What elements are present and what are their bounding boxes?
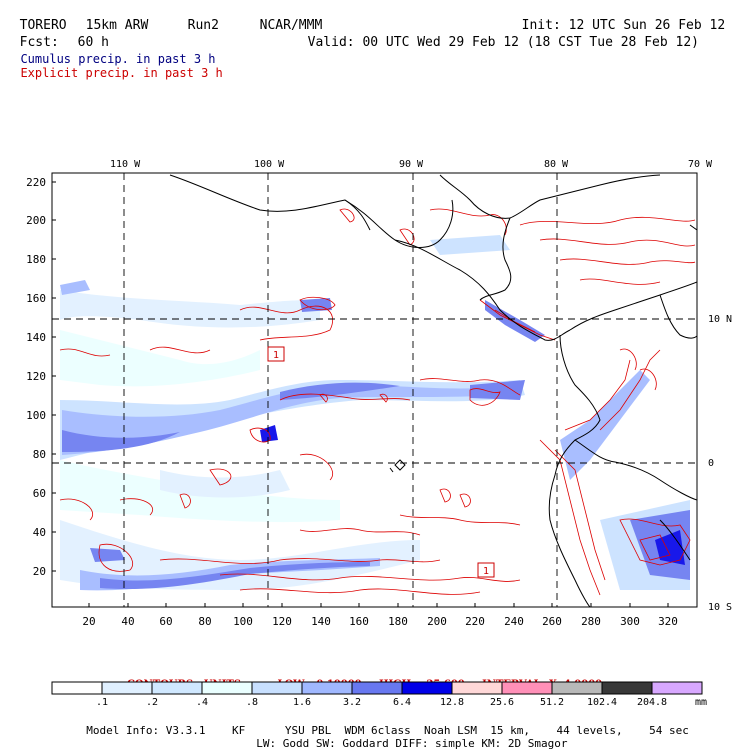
x-tick-label: 140 xyxy=(311,615,331,628)
explicit-precip-contours xyxy=(59,208,696,596)
colorbar-cell xyxy=(351,681,403,695)
colorbar-cell xyxy=(601,681,653,695)
x-tick-label: 100 xyxy=(233,615,253,628)
right-lat-labels: 10 N 0 10 S xyxy=(708,314,732,613)
colorbar-cell xyxy=(201,681,253,695)
y-tick-label: 160 xyxy=(26,292,46,305)
y-tick-label: 80 xyxy=(33,448,46,461)
x-tick-labels: 20 40 60 80 100 120 140 160 180 200 220 … xyxy=(82,615,678,628)
y-tick-label: 220 xyxy=(26,176,46,189)
x-tick-label: 240 xyxy=(504,615,524,628)
x-tick-label: 220 xyxy=(465,615,485,628)
colorbar-cell xyxy=(251,681,303,695)
colorbar-tick-label: .8 xyxy=(245,697,259,708)
colorbar-cell xyxy=(651,681,703,695)
footer-model-info: Model Info: V3.3.1 KF YSU PBL WDM 6class… xyxy=(86,724,689,737)
header-init: Init: 12 UTC Sun 26 Feb 12 xyxy=(521,18,726,33)
colorbar xyxy=(51,681,703,695)
colorbar-tick-label: 204.8 xyxy=(636,697,668,708)
legend-cumulus: Cumulus precip. in past 3 h xyxy=(20,52,216,66)
colorbar-tick-label: 12.8 xyxy=(439,697,465,708)
colorbar-cell xyxy=(101,681,153,695)
x-tick-label: 20 xyxy=(82,615,95,628)
lat-label-10n: 10 N xyxy=(708,314,732,325)
lat-label-0: 0 xyxy=(708,458,714,469)
y-tick-label: 180 xyxy=(26,253,46,266)
y-tick-label: 20 xyxy=(33,565,46,578)
colorbar-tick-label: 25.6 xyxy=(489,697,515,708)
x-tick-label: 320 xyxy=(658,615,678,628)
header-run: Run2 xyxy=(187,18,219,33)
header-fcst-value: 60 h xyxy=(77,35,109,50)
y-tick-label: 100 xyxy=(26,409,46,422)
colorbar-tick-label: .2 xyxy=(145,697,159,708)
colorbar-cell xyxy=(51,681,103,695)
colorbar-tick-label: 102.4 xyxy=(586,697,618,708)
map-frame xyxy=(51,172,698,608)
header-valid: Valid: 00 UTC Wed 29 Feb 12 (18 CST Tue … xyxy=(307,35,699,50)
x-tick-label: 180 xyxy=(388,615,408,628)
colorbar-tick-label: 6.4 xyxy=(392,697,412,708)
y-tick-labels: 220 200 180 160 140 120 100 80 60 40 20 xyxy=(26,176,46,578)
lat-label-10s: 10 S xyxy=(708,602,732,613)
contour-label-box: 1 xyxy=(477,562,495,578)
x-tick-label: 80 xyxy=(198,615,211,628)
x-tick-label: 200 xyxy=(427,615,447,628)
colorbar-cell xyxy=(451,681,503,695)
x-tick-label: 300 xyxy=(620,615,640,628)
lon-label-70w: 70 W xyxy=(688,159,713,170)
model-name: TORERO xyxy=(19,18,67,33)
header-org: NCAR/MMM xyxy=(259,18,323,33)
y-tick-label: 120 xyxy=(26,370,46,383)
lon-label-100w: 100 W xyxy=(254,159,285,170)
lat-lon-grid xyxy=(52,173,697,607)
colorbar-tick-label: .4 xyxy=(195,697,209,708)
colorbar-tick-label: 51.2 xyxy=(539,697,565,708)
colorbar-cell xyxy=(501,681,553,695)
cumulus-precip-shading xyxy=(60,235,690,591)
x-tick-label: 40 xyxy=(121,615,134,628)
lon-label-90w: 90 W xyxy=(399,159,424,170)
contour-label-text: 1 xyxy=(483,566,489,577)
y-tick-label: 140 xyxy=(26,331,46,344)
colorbar-tick-label: .1 xyxy=(95,697,109,708)
coastlines xyxy=(169,174,697,607)
top-lon-labels: 110 W 100 W 90 W 80 W 70 W xyxy=(110,159,713,170)
y-tick-label: 200 xyxy=(26,214,46,227)
lon-label-110w: 110 W xyxy=(110,159,141,170)
y-tick-label: 40 xyxy=(33,526,46,539)
y-tick-label: 60 xyxy=(33,487,46,500)
colorbar-tick-label: 3.2 xyxy=(342,697,362,708)
contour-label-text: 1 xyxy=(273,350,279,361)
colorbar-cell xyxy=(151,681,203,695)
x-tick-label: 260 xyxy=(542,615,562,628)
y-axis xyxy=(52,181,56,572)
colorbar-cell xyxy=(551,681,603,695)
lon-label-80w: 80 W xyxy=(544,159,569,170)
x-tick-label: 280 xyxy=(581,615,601,628)
colorbar-unit: mm xyxy=(694,697,708,708)
colorbar-cell xyxy=(301,681,353,695)
colorbar-cell xyxy=(401,681,453,695)
x-axis-ticks xyxy=(88,603,669,607)
header-resolution: 15km ARW xyxy=(85,18,149,33)
contour-label-box: 1 xyxy=(267,346,285,362)
x-tick-label: 120 xyxy=(272,615,292,628)
colorbar-tick-label: 1.6 xyxy=(292,697,312,708)
x-tick-label: 160 xyxy=(349,615,369,628)
footer-physics-info: LW: Godd SW: Goddard DIFF: simple KM: 2D… xyxy=(256,737,568,750)
header-model: TORERO xyxy=(4,3,67,33)
legend-explicit: Explicit precip. in past 3 h xyxy=(20,66,223,80)
header-fcst-label: Fcst: xyxy=(19,35,59,50)
x-tick-label: 60 xyxy=(159,615,172,628)
